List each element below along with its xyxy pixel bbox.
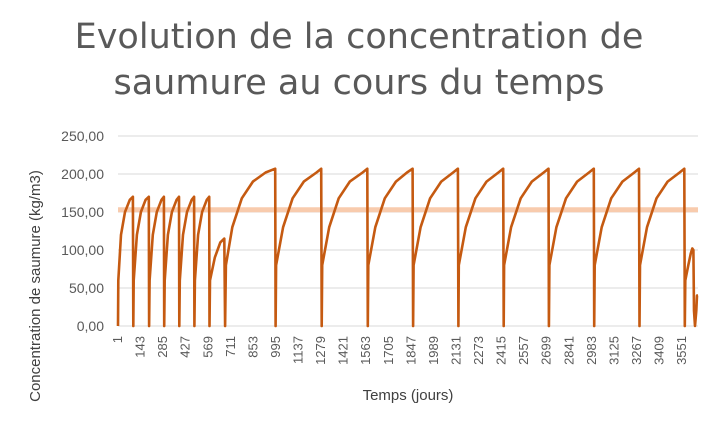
x-tick-label: 569 (200, 336, 215, 358)
x-tick-label: 3551 (674, 336, 689, 365)
y-tick-label: 250,00 (61, 128, 104, 144)
y-tick-label: 200,00 (61, 166, 104, 182)
x-tick-label: 143 (133, 336, 148, 358)
chart-title: Evolution de la concentration de saumure… (74, 17, 644, 103)
x-tick-label: 2699 (539, 336, 554, 365)
x-tick-label: 2131 (448, 336, 463, 365)
x-tick-label: 711 (223, 336, 238, 357)
y-tick-label: 150,00 (61, 204, 104, 220)
x-tick-label: 1989 (426, 336, 441, 365)
x-tick-label: 995 (268, 336, 283, 358)
y-tick-label: 100,00 (61, 242, 104, 258)
y-axis-title: Concentration de saumure (kg/m3) (27, 170, 44, 402)
x-tick-label: 1137 (291, 336, 306, 364)
x-tick-label: 2415 (494, 336, 509, 365)
x-tick-label: 1705 (381, 336, 396, 365)
x-tick-label: 853 (245, 336, 260, 358)
x-tick-label: 427 (178, 336, 193, 358)
x-tick-label: 3409 (652, 336, 667, 365)
x-tick-label: 1563 (358, 336, 373, 365)
y-tick-label: 0,00 (77, 318, 104, 334)
x-tick-label: 2557 (516, 336, 531, 365)
x-tick-label: 285 (155, 336, 170, 358)
series-layer (116, 167, 699, 328)
x-axis-title: Temps (jours) (363, 387, 454, 404)
x-tick-label: 1 (110, 336, 125, 343)
x-tick-label: 2273 (471, 336, 486, 365)
y-axis-ticks: 0,00 50,00 100,00 150,00 200,00 250,00 (61, 128, 104, 334)
x-tick-label: 3267 (629, 336, 644, 365)
concentration-line (116, 167, 699, 328)
x-tick-label: 2841 (561, 336, 576, 365)
y-tick-label: 50,00 (69, 280, 104, 296)
x-tick-label: 2983 (584, 336, 599, 365)
x-tick-label: 1279 (313, 336, 328, 365)
x-tick-label: 1421 (336, 336, 351, 365)
x-tick-label: 1847 (403, 336, 418, 365)
x-axis-ticks: 1 143 285 427 569 711 853 995 1137 1279 1421 1563 17… (110, 336, 689, 365)
x-tick-label: 3125 (606, 336, 621, 365)
